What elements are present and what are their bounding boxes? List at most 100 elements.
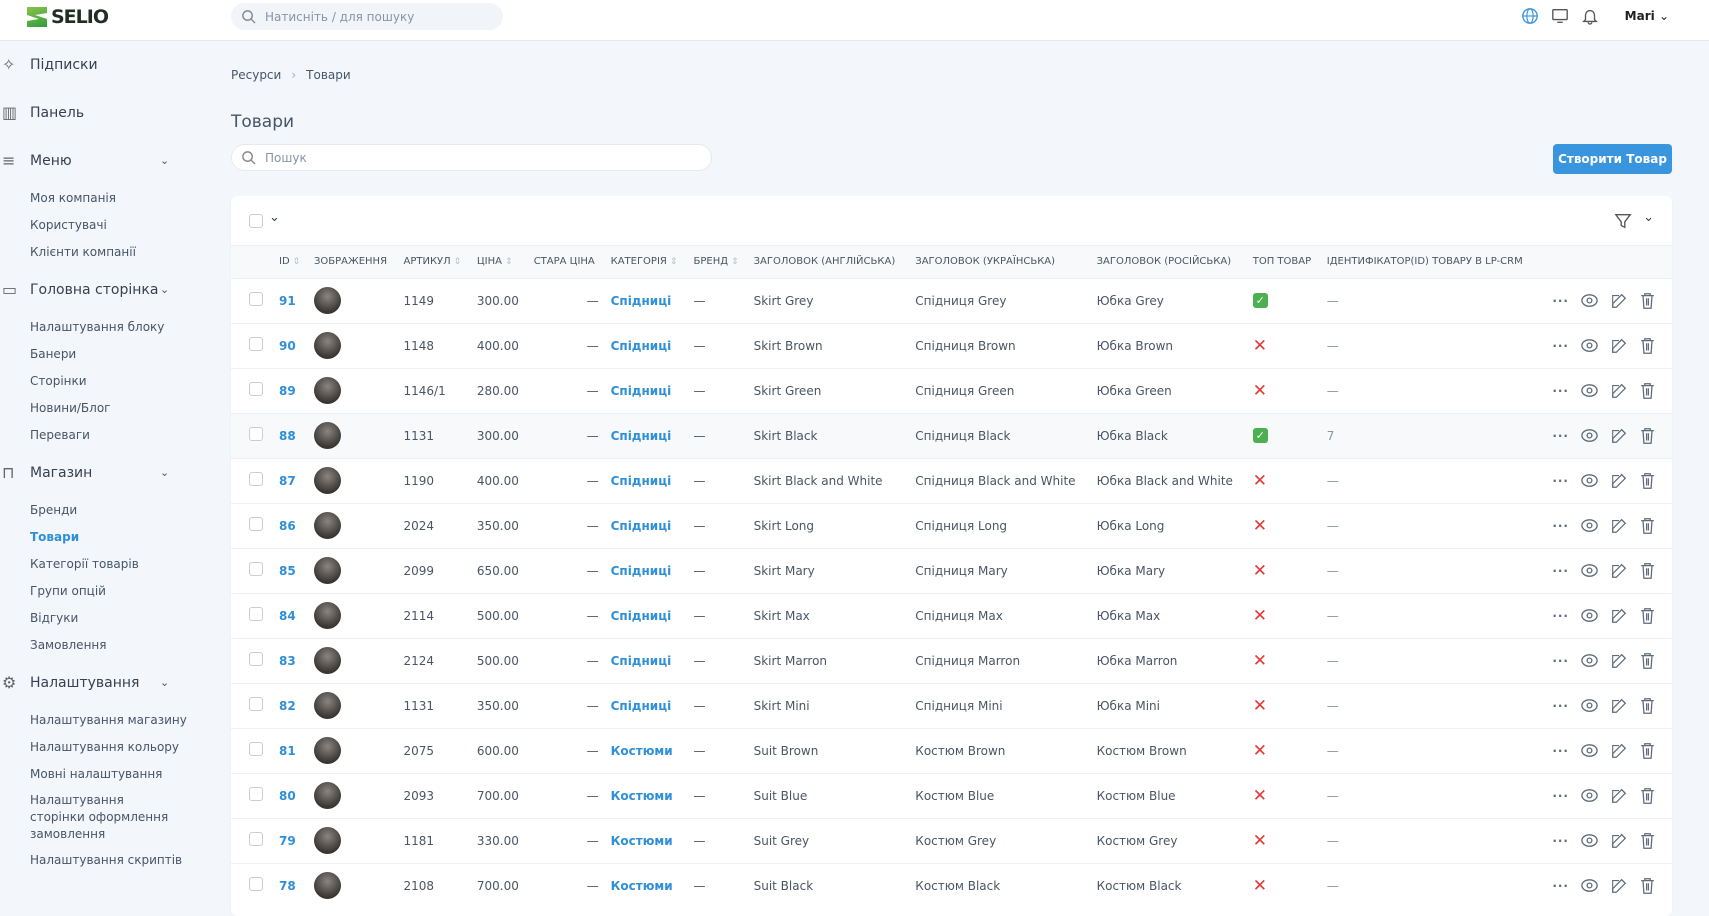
row-checkbox[interactable] [249, 562, 263, 576]
row-checkbox[interactable] [249, 742, 263, 756]
edit-icon[interactable] [1610, 832, 1628, 850]
category-link[interactable]: Спідниці [610, 518, 672, 533]
sidebar-item[interactable]: Банери [30, 347, 77, 361]
edit-icon[interactable] [1610, 382, 1628, 400]
edit-icon[interactable] [1610, 877, 1628, 895]
row-checkbox[interactable] [249, 472, 263, 486]
user-menu[interactable]: Mari ⌄ [1625, 9, 1669, 23]
sidebar-group-3[interactable]: ▭ Головна сторінка ⌄ [0, 266, 225, 314]
category-link[interactable]: Спідниці [610, 428, 672, 443]
more-icon[interactable]: ··· [1552, 428, 1569, 443]
more-icon[interactable]: ··· [1552, 293, 1569, 308]
logo[interactable]: SELIO [27, 6, 109, 28]
row-checkbox[interactable] [249, 832, 263, 846]
product-id-link[interactable]: 82 [279, 698, 296, 713]
sidebar-item[interactable]: Налаштування магазину [30, 713, 187, 727]
column-header[interactable]: БРЕНД ⇕ [687, 246, 748, 278]
eye-icon[interactable] [1580, 336, 1599, 355]
trash-icon[interactable] [1639, 652, 1656, 670]
trash-icon[interactable] [1639, 742, 1656, 760]
eye-icon[interactable] [1580, 786, 1599, 805]
product-id-link[interactable]: 83 [279, 653, 296, 668]
edit-icon[interactable] [1610, 472, 1628, 490]
row-checkbox[interactable] [249, 337, 263, 351]
sidebar-item[interactable]: Товари [30, 530, 80, 544]
global-search-input[interactable]: Натисніть / для пошуку [231, 3, 503, 30]
sidebar-item[interactable]: Відгуки [30, 611, 79, 625]
trash-icon[interactable] [1639, 337, 1656, 355]
more-icon[interactable]: ··· [1552, 788, 1569, 803]
more-icon[interactable]: ··· [1552, 608, 1569, 623]
sidebar-item[interactable]: Категорії товарів [30, 557, 139, 571]
edit-icon[interactable] [1610, 787, 1628, 805]
sidebar-item[interactable]: Групи опцій [30, 584, 106, 598]
eye-icon[interactable] [1580, 741, 1599, 760]
category-link[interactable]: Костюми [610, 788, 673, 803]
row-checkbox[interactable] [249, 697, 263, 711]
more-icon[interactable]: ··· [1552, 383, 1569, 398]
eye-icon[interactable] [1580, 561, 1599, 580]
eye-icon[interactable] [1580, 876, 1599, 895]
trash-icon[interactable] [1639, 562, 1656, 580]
trash-icon[interactable] [1639, 832, 1656, 850]
eye-icon[interactable] [1580, 381, 1599, 400]
eye-icon[interactable] [1580, 471, 1599, 490]
row-checkbox[interactable] [249, 517, 263, 531]
row-checkbox[interactable] [249, 427, 263, 441]
row-checkbox[interactable] [249, 607, 263, 621]
trash-icon[interactable] [1639, 472, 1656, 490]
trash-icon[interactable] [1639, 292, 1656, 310]
category-link[interactable]: Спідниці [610, 383, 672, 398]
edit-icon[interactable] [1610, 742, 1628, 760]
category-link[interactable]: Спідниці [610, 338, 672, 353]
product-id-link[interactable]: 81 [279, 743, 296, 758]
more-icon[interactable]: ··· [1552, 653, 1569, 668]
chevron-down-icon[interactable]: ⌄ [1643, 210, 1654, 225]
sort-icon[interactable]: ⇕ [669, 257, 678, 268]
product-id-link[interactable]: 79 [279, 833, 296, 848]
sidebar-group-4[interactable]: ⊓ Магазин ⌄ [0, 449, 225, 497]
sidebar-group-5[interactable]: ⚙ Налаштування ⌄ [0, 659, 225, 707]
sidebar-item[interactable]: Налаштування сторінки оформлення замовле… [30, 793, 169, 841]
category-link[interactable]: Спідниці [610, 563, 672, 578]
trash-icon[interactable] [1639, 877, 1656, 895]
more-icon[interactable]: ··· [1552, 563, 1569, 578]
select-all-checkbox[interactable] [249, 214, 263, 228]
row-checkbox[interactable] [249, 382, 263, 396]
eye-icon[interactable] [1580, 651, 1599, 670]
product-id-link[interactable]: 86 [279, 518, 296, 533]
edit-icon[interactable] [1610, 697, 1628, 715]
trash-icon[interactable] [1639, 517, 1656, 535]
sidebar-item[interactable]: Новини/Блог [30, 401, 111, 415]
more-icon[interactable]: ··· [1552, 878, 1569, 893]
more-icon[interactable]: ··· [1552, 473, 1569, 488]
edit-icon[interactable] [1610, 562, 1628, 580]
eye-icon[interactable] [1580, 831, 1599, 850]
product-id-link[interactable]: 85 [279, 563, 296, 578]
sort-icon[interactable]: ⇕ [504, 257, 513, 268]
trash-icon[interactable] [1639, 607, 1656, 625]
monitor-icon[interactable] [1551, 7, 1569, 25]
column-header[interactable]: АРТИКУЛ ⇕ [397, 246, 471, 278]
sidebar-item[interactable]: Мовні налаштування [30, 767, 163, 781]
filter-icon[interactable] [1614, 212, 1632, 230]
edit-icon[interactable] [1610, 427, 1628, 445]
row-checkbox[interactable] [249, 877, 263, 892]
sidebar-item[interactable]: Клієнти компанії [30, 245, 136, 259]
product-id-link[interactable]: 84 [279, 608, 296, 623]
trash-icon[interactable] [1639, 382, 1656, 400]
sidebar-item[interactable]: Налаштування кольору [30, 740, 180, 754]
sidebar-item[interactable]: Користувачі [30, 218, 107, 232]
category-link[interactable]: Спідниці [610, 473, 672, 488]
eye-icon[interactable] [1580, 696, 1599, 715]
product-id-link[interactable]: 88 [279, 428, 296, 443]
product-id-link[interactable]: 87 [279, 473, 296, 488]
category-link[interactable]: Спідниці [610, 698, 672, 713]
row-checkbox[interactable] [249, 787, 263, 801]
sidebar-group-1[interactable]: ▥ Панель [0, 89, 225, 137]
category-link[interactable]: Спідниці [610, 653, 672, 668]
sort-icon[interactable]: ⇕ [731, 257, 739, 268]
more-icon[interactable]: ··· [1552, 743, 1569, 758]
sidebar-item[interactable]: Моя компанія [30, 191, 116, 205]
row-checkbox[interactable] [249, 292, 263, 306]
